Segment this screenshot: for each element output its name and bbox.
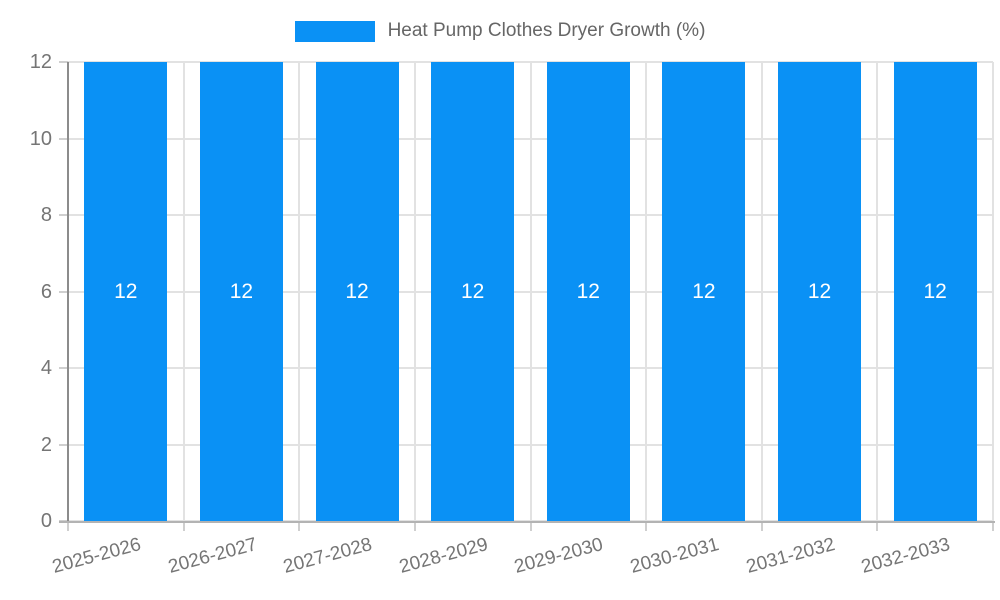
y-tick-label: 10 [29,127,52,150]
x-axis [59,521,995,523]
x-tick-mark [992,521,994,531]
x-tick-label: 2025-2026 [50,534,144,578]
bar[interactable]: 12 [546,62,630,521]
v-gridline [529,62,532,521]
y-tick-label: 8 [40,204,52,226]
v-gridline [413,62,416,521]
y-tick-mark [59,137,68,140]
x-tick-mark [182,521,185,531]
v-gridline [645,62,648,521]
bar[interactable]: 12 [199,62,283,521]
bar-value-label: 12 [807,279,832,303]
x-tick-mark [876,521,879,531]
x-tick-mark [645,521,648,531]
v-gridline [876,62,879,521]
y-tick-label: 12 [29,51,52,73]
x-tick-mark [413,521,416,531]
y-tick-mark [59,367,68,369]
legend-label: Heat Pump Clothes Dryer Growth (%) [387,20,706,41]
x-tick-label: 2027-2028 [281,534,375,578]
legend-color-swatch [294,20,375,42]
y-tick-label: 4 [40,357,52,379]
x-tick-label: 2028-2029 [396,534,491,578]
bar-value-label: 12 [576,279,600,303]
y-tick-mark [59,290,68,293]
bar[interactable]: 12 [315,62,399,521]
bar[interactable]: 12 [84,62,168,521]
v-gridline [760,62,763,521]
y-tick-mark [59,214,68,216]
bar-value-label: 12 [923,279,947,303]
x-tick-label: 2031-2032 [743,534,837,578]
bar[interactable]: 12 [778,62,862,521]
bar-value-label: 12 [345,279,369,303]
v-gridline [992,62,994,521]
y-tick-mark [59,61,68,63]
v-gridline [182,62,185,521]
y-tick-label: 0 [40,510,52,532]
y-tick-label: 2 [40,433,52,456]
x-tick-mark [67,521,69,531]
bar-value-label: 12 [114,279,138,303]
bar-value-label: 12 [461,279,485,303]
bar[interactable]: 12 [662,62,746,521]
bar-value-label: 12 [229,279,254,303]
x-tick-mark [298,521,301,531]
v-gridline [298,62,301,521]
x-tick-label: 2032-2033 [859,534,953,578]
x-tick-mark [529,521,532,531]
y-tick-mark [59,443,68,446]
y-tick-label: 6 [40,280,52,303]
x-tick-label: 2029-2030 [512,534,606,578]
x-tick-mark [760,521,763,531]
bar[interactable]: 12 [431,62,515,521]
x-tick-label: 2030-2031 [628,534,722,578]
bar-value-label: 12 [692,279,716,303]
bar[interactable]: 12 [893,62,977,521]
legend[interactable]: Heat Pump Clothes Dryer Growth (%) [0,20,1000,42]
x-tick-label: 2026-2027 [165,534,259,578]
y-axis [67,62,69,523]
